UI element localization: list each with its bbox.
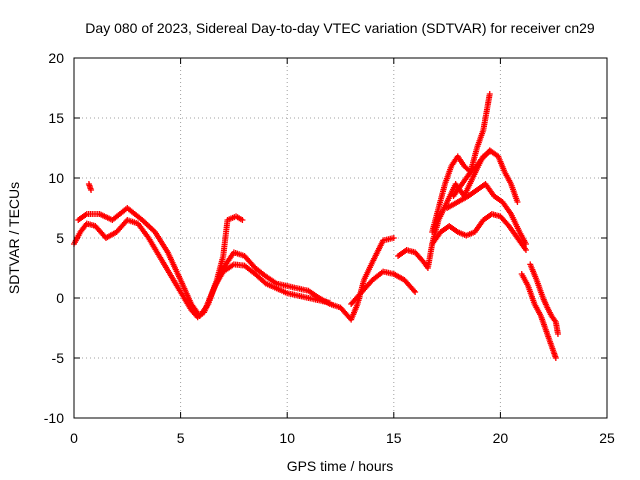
x-tick-label: 0: [70, 430, 78, 446]
y-tick-label: -10: [44, 410, 64, 426]
y-tick-label: 20: [48, 50, 64, 66]
x-tick-label: 10: [279, 430, 295, 446]
x-tick-label: 15: [386, 430, 402, 446]
series-track-l: [85, 181, 95, 193]
y-axis-title: SDTVAR / TECUs: [6, 182, 22, 294]
axis-ticks: 0 5 10 15 20 25 -10 -5 0 5 10 15 20: [44, 50, 615, 446]
chart-title: Day 080 of 2023, Sidereal Day-to-day VTE…: [85, 20, 595, 36]
data-point-markers: [518, 271, 559, 361]
plot-frame: [73, 57, 608, 419]
data-point-markers: [527, 261, 561, 337]
data-point-markers: [348, 268, 419, 307]
data-point-markers: [85, 181, 95, 193]
y-tick-label: 10: [48, 170, 64, 186]
data-point-markers: [71, 217, 397, 323]
data-point-markers: [203, 261, 333, 311]
series-track-h: [444, 181, 529, 247]
series-track-g: [429, 211, 529, 253]
series-track-j: [518, 271, 559, 361]
series-track-e: [395, 147, 521, 271]
data-point-markers: [444, 181, 529, 247]
y-tick-label: 5: [56, 230, 64, 246]
grid: [74, 58, 607, 418]
x-tick-label: 5: [177, 430, 185, 446]
data-point-markers: [395, 147, 521, 271]
series-track-d: [348, 268, 419, 307]
data-point-markers: [450, 91, 493, 199]
y-tick-label: -5: [52, 350, 65, 366]
x-tick-label: 25: [599, 430, 615, 446]
series-track-a: [71, 217, 397, 323]
series-track-c: [203, 261, 333, 311]
series-track-i: [450, 91, 493, 199]
data-marks: [71, 91, 561, 361]
series-track-k: [527, 261, 561, 337]
x-axis-title: GPS time / hours: [287, 458, 394, 474]
y-tick-label: 15: [48, 110, 64, 126]
y-tick-label: 0: [56, 290, 64, 306]
data-point-markers: [429, 211, 529, 253]
x-tick-label: 20: [493, 430, 509, 446]
